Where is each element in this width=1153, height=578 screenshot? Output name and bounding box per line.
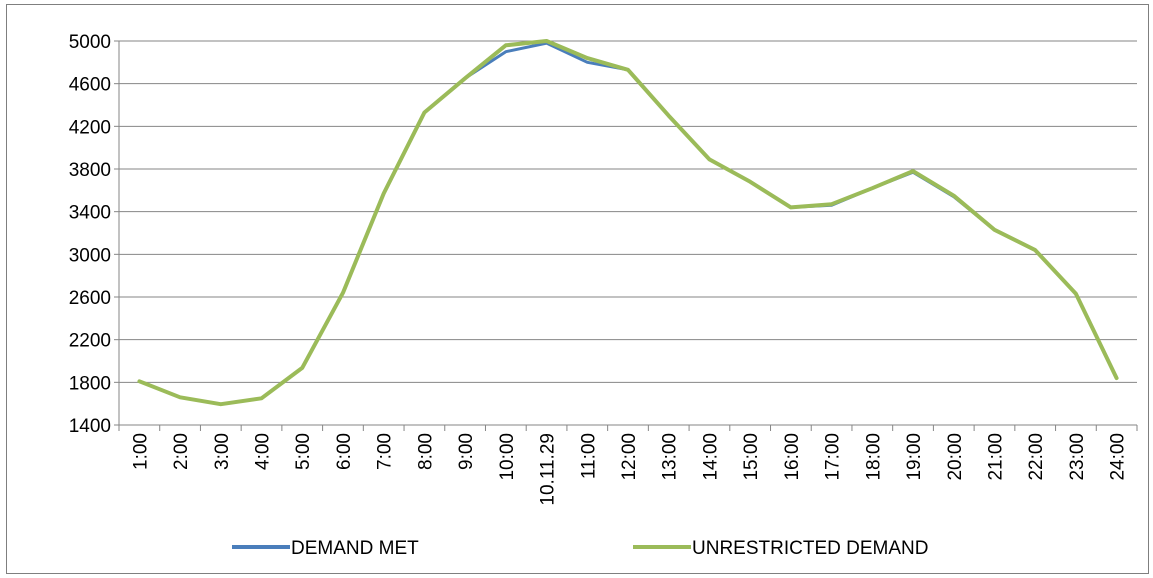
x-tick-label: 8:00 bbox=[415, 433, 436, 470]
x-tick-label: 9:00 bbox=[456, 433, 477, 470]
x-tick-label: 10.11.29 bbox=[538, 433, 559, 506]
x-tick-label: 7:00 bbox=[375, 433, 396, 470]
x-tick-label: 4:00 bbox=[253, 433, 274, 470]
x-tick-label: 17:00 bbox=[823, 433, 844, 481]
y-tick-label: 3800 bbox=[69, 160, 111, 181]
chart-frame bbox=[6, 4, 1149, 574]
x-tick-label: 24:00 bbox=[1108, 433, 1129, 481]
legend-label: DEMAND MET bbox=[291, 538, 419, 559]
x-tick-label: 3:00 bbox=[212, 433, 233, 470]
y-tick-label: 4200 bbox=[69, 117, 111, 138]
x-tick-label: 19:00 bbox=[904, 433, 925, 481]
x-tick-label: 10:00 bbox=[497, 433, 518, 481]
x-tick-label: 21:00 bbox=[985, 433, 1006, 481]
x-tick-label: 13:00 bbox=[660, 433, 681, 481]
gridlines bbox=[119, 40, 1137, 383]
x-tick-labels: 1:00 2:00 3:00 4:00 5:00 6:00 7:00 8:00 9:00 10:0… bbox=[130, 433, 1128, 506]
y-tick-label: 4600 bbox=[69, 75, 111, 96]
x-tick-label: 14:00 bbox=[700, 433, 721, 481]
y-tick-label: 3400 bbox=[69, 203, 111, 224]
axes bbox=[114, 40, 1138, 431]
x-tick-label: 5:00 bbox=[293, 433, 314, 470]
y-tick-label: 1400 bbox=[69, 416, 111, 437]
x-tick-label: 12:00 bbox=[619, 433, 640, 481]
x-tick-label: 23:00 bbox=[1067, 433, 1088, 481]
y-tick-label: 2600 bbox=[69, 288, 111, 309]
legend-item: UNRESTRICTED DEMAND bbox=[633, 538, 928, 559]
y-tick-label: 1800 bbox=[69, 373, 111, 394]
x-tick-label: 20:00 bbox=[945, 433, 966, 481]
x-tick-label: 22:00 bbox=[1026, 433, 1047, 481]
x-tick-label: 16:00 bbox=[782, 433, 803, 481]
x-tick-label: 18:00 bbox=[863, 433, 884, 481]
x-tick-label: 6:00 bbox=[334, 433, 355, 470]
legend-item: DEMAND MET bbox=[232, 538, 419, 559]
series-lines bbox=[137, 39, 1119, 407]
series-line-unrestricted-demand bbox=[137, 39, 1119, 407]
x-tick-label: 11:00 bbox=[578, 433, 599, 479]
series-line-demand-met bbox=[137, 41, 1119, 406]
y-tick-label: 5000 bbox=[69, 32, 111, 53]
y-tick-label: 2200 bbox=[69, 331, 111, 352]
y-tick-labels: 1400 1800 2200 2600 3000 3400 3800 4200 4600 5000 bbox=[69, 32, 111, 437]
x-tick-label: 15:00 bbox=[741, 433, 762, 481]
legend: DEMAND MET UNRESTRICTED DEMAND bbox=[232, 538, 928, 559]
x-tick-label: 2:00 bbox=[171, 433, 192, 470]
y-tick-label: 3000 bbox=[69, 245, 111, 266]
x-tick-label: 1:00 bbox=[130, 433, 151, 470]
legend-label: UNRESTRICTED DEMAND bbox=[692, 538, 928, 559]
